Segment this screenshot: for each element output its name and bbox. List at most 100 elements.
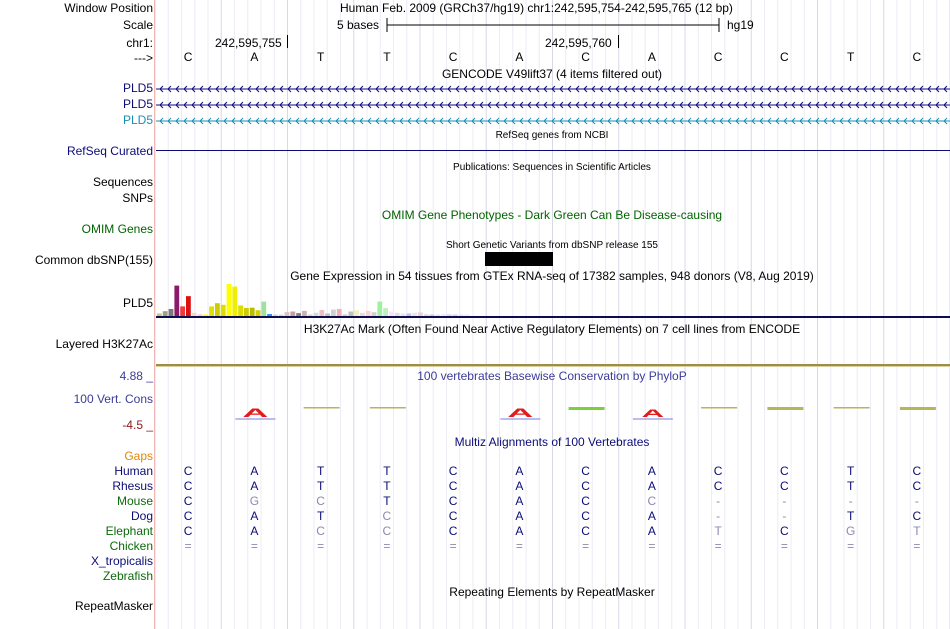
- gtex-bar-23[interactable]: [290, 311, 296, 316]
- gtex-bar-47[interactable]: [429, 314, 435, 316]
- gtex-bar-45[interactable]: [418, 312, 423, 316]
- gtex-bar-12[interactable]: [226, 284, 232, 316]
- gtex-bar-42[interactable]: [400, 313, 406, 316]
- gencode-item-label-0[interactable]: PLD5: [122, 81, 153, 95]
- dbsnp-variant-block[interactable]: [485, 252, 553, 266]
- gtex-bar-53[interactable]: [464, 314, 470, 316]
- publications-snps-label[interactable]: SNPs: [122, 191, 153, 205]
- gtex-bar-36[interactable]: [365, 310, 371, 316]
- gencode-item-label-2[interactable]: PLD5: [122, 113, 153, 127]
- gtex-bar-29[interactable]: [325, 313, 330, 316]
- gtex-bar-31[interactable]: [336, 308, 342, 316]
- h3k27ac-track-label[interactable]: Layered H3K27Ac: [55, 337, 153, 351]
- conservation-track-title[interactable]: 100 vertebrates Basewise Conservation by…: [417, 369, 687, 383]
- phylop-logo-2[interactable]: A: [642, 407, 665, 419]
- gtex-bar-41[interactable]: [394, 312, 400, 316]
- gtex-bar-39[interactable]: [383, 308, 388, 316]
- phylop-mark-6[interactable]: [899, 407, 936, 410]
- gtex-bar-48[interactable]: [435, 314, 441, 317]
- publications-sequences-label[interactable]: Sequences: [92, 175, 153, 189]
- gtex-bar-18[interactable]: [261, 301, 267, 316]
- phylop-logo-1[interactable]: A: [507, 406, 533, 420]
- gtex-track-label[interactable]: PLD5: [122, 296, 153, 310]
- phylop-mark-4[interactable]: [767, 407, 804, 410]
- gencode-transcript-0[interactable]: [156, 84, 950, 94]
- dbsnp-track-title[interactable]: Short Genetic Variants from dbSNP releas…: [446, 240, 658, 251]
- gtex-bar-22[interactable]: [284, 312, 290, 316]
- gaps-label[interactable]: Gaps: [124, 449, 153, 463]
- gtex-bar-15[interactable]: [244, 308, 249, 316]
- gtex-bar-8[interactable]: [203, 314, 209, 316]
- repeatmasker-track-label[interactable]: RepeatMasker: [74, 599, 153, 613]
- gtex-bar-35[interactable]: [360, 312, 365, 316]
- gtex-bar-1[interactable]: [162, 311, 168, 316]
- gtex-bar-17[interactable]: [255, 310, 261, 316]
- gtex-bar-19[interactable]: [267, 314, 272, 316]
- gtex-bar-24[interactable]: [296, 313, 301, 316]
- species-label-3[interactable]: Dog: [130, 509, 153, 523]
- refseq-track-label[interactable]: RefSeq Curated: [66, 144, 153, 158]
- gtex-bar-26[interactable]: [307, 314, 313, 316]
- gtex-bar-6[interactable]: [191, 312, 197, 316]
- gtex-bar-10[interactable]: [215, 303, 220, 316]
- species-label-6[interactable]: X_tropicalis: [90, 554, 153, 568]
- gtex-bar-3[interactable]: [174, 285, 180, 316]
- gtex-bar-14[interactable]: [238, 305, 243, 316]
- phylop-mark-1[interactable]: [369, 407, 406, 409]
- gtex-bar-50[interactable]: [447, 314, 452, 316]
- species-label-7[interactable]: Zebrafish: [102, 569, 153, 583]
- gtex-bar-34[interactable]: [354, 310, 359, 316]
- gtex-bar-9[interactable]: [209, 306, 214, 316]
- multiz-track-title[interactable]: Multiz Alignments of 100 Vertebrates: [454, 435, 650, 449]
- species-label-1[interactable]: Rhesus: [112, 479, 153, 493]
- gtex-bar-52[interactable]: [458, 314, 464, 317]
- gtex-bar-40[interactable]: [389, 311, 394, 316]
- species-label-2[interactable]: Mouse: [116, 494, 153, 508]
- refseq-gene-line[interactable]: [156, 150, 950, 151]
- gtex-bar-28[interactable]: [319, 309, 325, 316]
- species-label-5[interactable]: Chicken: [109, 539, 153, 553]
- gtex-bar-16[interactable]: [249, 307, 255, 316]
- phylop-mark-2[interactable]: [568, 407, 605, 410]
- gtex-bar-0[interactable]: [157, 313, 162, 316]
- gtex-bar-27[interactable]: [313, 312, 319, 316]
- gtex-bar-44[interactable]: [412, 312, 417, 316]
- gtex-bar-20[interactable]: [273, 314, 278, 317]
- gtex-bar-49[interactable]: [441, 313, 446, 316]
- gtex-bar-2[interactable]: [168, 308, 174, 316]
- species-label-4[interactable]: Elephant: [105, 524, 153, 538]
- gtex-bar-21[interactable]: [278, 314, 284, 317]
- gtex-bar-4[interactable]: [180, 306, 185, 316]
- gencode-item-label-1[interactable]: PLD5: [122, 97, 153, 111]
- gtex-bar-33[interactable]: [348, 311, 354, 316]
- phylop-mark-0[interactable]: [303, 407, 340, 409]
- conservation-track-label[interactable]: 100 Vert. Cons: [73, 392, 153, 406]
- publications-track-title[interactable]: Publications: Sequences in Scientific Ar…: [453, 162, 651, 173]
- gtex-bar-32[interactable]: [342, 314, 348, 316]
- phylop-mark-5[interactable]: [833, 407, 870, 409]
- gencode-transcript-1[interactable]: [156, 100, 950, 110]
- gtex-bar-38[interactable]: [377, 301, 383, 316]
- phylop-logo-0[interactable]: A: [242, 406, 268, 420]
- gtex-bar-51[interactable]: [452, 314, 458, 316]
- dbsnp-track-label[interactable]: Common dbSNP(155): [34, 253, 153, 267]
- gtex-bar-37[interactable]: [371, 312, 377, 316]
- gtex-bar-13[interactable]: [232, 286, 238, 316]
- gtex-bar-46[interactable]: [423, 314, 429, 316]
- gencode-transcript-2[interactable]: [156, 116, 950, 126]
- gtex-bar-30[interactable]: [331, 309, 336, 316]
- gtex-bar-5[interactable]: [186, 296, 191, 316]
- repeatmasker-track-title[interactable]: Repeating Elements by RepeatMasker: [449, 585, 655, 599]
- gtex-bar-7[interactable]: [197, 314, 203, 316]
- gtex-bar-11[interactable]: [220, 304, 226, 316]
- omim-track-title[interactable]: OMIM Gene Phenotypes - Dark Green Can Be…: [381, 208, 723, 222]
- gtex-track-title[interactable]: Gene Expression in 54 tissues from GTEx …: [290, 269, 814, 283]
- h3k27ac-signal[interactable]: [156, 362, 950, 368]
- h3k27ac-track-title[interactable]: H3K27Ac Mark (Often Found Near Active Re…: [303, 322, 801, 336]
- phylop-mark-3[interactable]: [701, 407, 738, 409]
- omim-track-label[interactable]: OMIM Genes: [81, 222, 153, 236]
- species-label-0[interactable]: Human: [114, 464, 153, 478]
- gencode-track-title[interactable]: GENCODE V49lift37 (4 items filtered out): [441, 67, 663, 81]
- gtex-bar-43[interactable]: [406, 313, 412, 316]
